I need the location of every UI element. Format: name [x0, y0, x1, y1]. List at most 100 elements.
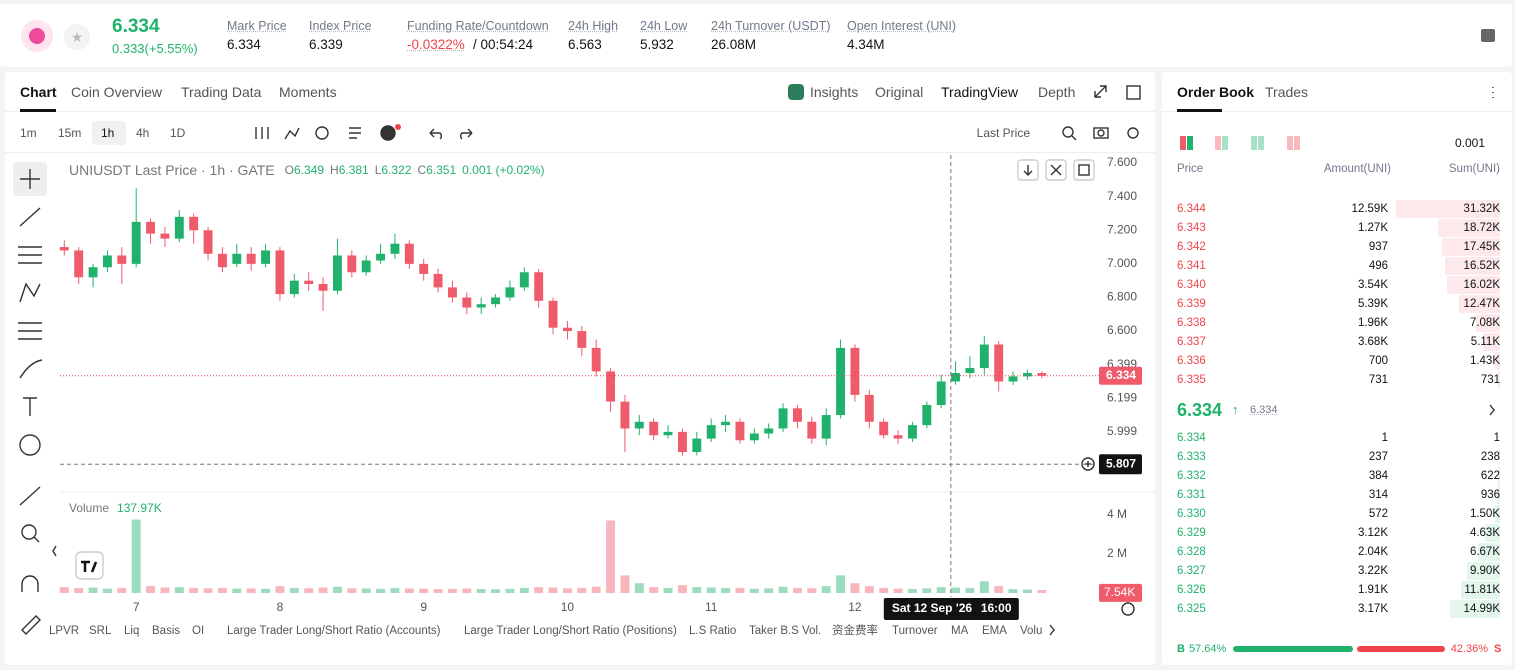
chart-legend: UNIUSDT Last Price · 1h · GATE O6.349 H6.3…: [69, 162, 545, 178]
indicator[interactable]: Turnover: [892, 625, 938, 637]
depth-bar: [1499, 448, 1500, 466]
ob-amount: 384: [1368, 470, 1388, 482]
interval[interactable]: 15m: [58, 126, 82, 140]
indicator[interactable]: OI: [192, 625, 205, 637]
ob-price: 6.338: [1177, 317, 1206, 329]
stat-value: 4.34M: [847, 37, 885, 52]
candle-body: [677, 431, 687, 453]
ob-price: 6.326: [1177, 584, 1206, 596]
indicator[interactable]: MA: [951, 625, 969, 637]
ob-price: 6.330: [1177, 508, 1206, 520]
candle-body: [275, 250, 285, 295]
volume-bar: [447, 588, 457, 593]
candle-body: [922, 404, 932, 426]
ob-price: 6.340: [1177, 279, 1206, 291]
candle-body: [217, 253, 227, 268]
depth-bar: [1477, 543, 1500, 561]
candle-body: [792, 408, 802, 422]
indicator[interactable]: EMA: [982, 625, 1007, 637]
mid-price: 6.334: [1177, 400, 1223, 420]
candle-body: [879, 421, 889, 436]
indicator[interactable]: SRL: [89, 625, 112, 637]
indicator[interactable]: Volu: [1020, 625, 1043, 637]
ob-sum: 11.81K: [1464, 584, 1500, 596]
volume-bar: [1008, 589, 1018, 593]
buy-bar: [1233, 646, 1353, 652]
ob-price: 6.341: [1177, 260, 1206, 272]
legend-text: 6.381: [339, 163, 369, 177]
volume-bar: [577, 587, 587, 593]
depth-bar: [1450, 600, 1500, 618]
ob-sum: 238: [1480, 451, 1500, 463]
view-tab[interactable]: Depth: [1038, 84, 1076, 100]
candle-body: [102, 255, 112, 268]
interval[interactable]: 4h: [136, 126, 150, 140]
indicator[interactable]: Large Trader Long/Short Ratio (Positions…: [464, 625, 677, 637]
indicator[interactable]: Large Trader Long/Short Ratio (Accounts): [227, 625, 441, 637]
stat-label: 24h Turnover (USDT): [711, 19, 831, 33]
ob-amount: 2.04K: [1357, 546, 1388, 558]
ob-tab[interactable]: Trades: [1265, 84, 1309, 100]
tab[interactable]: Chart: [20, 84, 57, 100]
y-tick-label: 6.800: [1107, 290, 1137, 304]
ob-sum: 18.72K: [1463, 222, 1500, 234]
legend-text: 6.351: [426, 163, 456, 177]
volume-bar: [462, 588, 472, 593]
candle-body: [749, 433, 759, 441]
interval[interactable]: 1h: [101, 126, 115, 140]
volume-bar: [548, 587, 558, 593]
indicator[interactable]: L.S Ratio: [689, 625, 737, 637]
candle-body: [232, 253, 242, 264]
volume-bar: [979, 581, 989, 593]
candle-body: [821, 415, 831, 439]
volume-bar: [922, 588, 932, 593]
precision[interactable]: 0.001: [1454, 136, 1485, 150]
tab[interactable]: Trading Data: [181, 84, 262, 100]
tab[interactable]: Moments: [279, 84, 337, 100]
interval[interactable]: 1D: [170, 126, 186, 140]
depth-bar: [1446, 276, 1500, 294]
tab-underline: [20, 109, 56, 112]
view-tab[interactable]: Original: [875, 84, 924, 100]
ob-sum: 1.50K: [1469, 508, 1500, 520]
volume-bar: [778, 586, 788, 593]
view-tab[interactable]: TradingView: [941, 84, 1019, 100]
indicator[interactable]: Basis: [152, 625, 181, 637]
candle-body: [433, 273, 443, 288]
candle-body: [864, 394, 874, 422]
layout-icon[interactable]: [1481, 29, 1495, 42]
candle-body: [491, 297, 501, 305]
volume-bar: [879, 587, 889, 593]
price-type[interactable]: Last Price: [976, 126, 1030, 140]
ob-amount: 3.54K: [1357, 279, 1388, 291]
indicator[interactable]: LPVR: [49, 625, 80, 637]
header-panel: [0, 4, 1512, 67]
interval[interactable]: 1m: [20, 126, 37, 140]
indicator[interactable]: Taker B.S Vol.: [749, 625, 822, 637]
candle-body: [447, 287, 457, 298]
legend-text: 0.001 (+0.02%): [462, 163, 544, 177]
volume-bar: [275, 586, 285, 593]
indicator[interactable]: 资金费率: [832, 625, 878, 637]
divider: [5, 152, 1155, 153]
volume-bar: [692, 587, 702, 593]
volume-bar: [476, 589, 486, 593]
ob-tab[interactable]: Order Book: [1177, 84, 1255, 100]
volume-bar: [404, 588, 414, 593]
ob-sum: 7.08K: [1469, 317, 1500, 329]
stat-label: Open Interest (UNI): [847, 19, 957, 33]
favorite-button[interactable]: ★: [64, 24, 90, 50]
tab-underline: [1177, 109, 1222, 112]
stat-label: Index Price: [309, 19, 372, 33]
ob-amount: 314: [1368, 489, 1388, 501]
stat-label: 24h Low: [640, 19, 688, 33]
tab[interactable]: Coin Overview: [71, 84, 163, 100]
legend-text: L: [375, 163, 382, 177]
view-tab[interactable]: Insights: [810, 84, 859, 100]
ob-price: 6.342: [1177, 241, 1206, 253]
volume-bar: [735, 587, 745, 593]
ob-sum: 1.43K: [1469, 355, 1500, 367]
volume-bar: [88, 587, 98, 593]
indicator[interactable]: Liq: [124, 625, 140, 637]
depth-bar: [1445, 257, 1500, 275]
